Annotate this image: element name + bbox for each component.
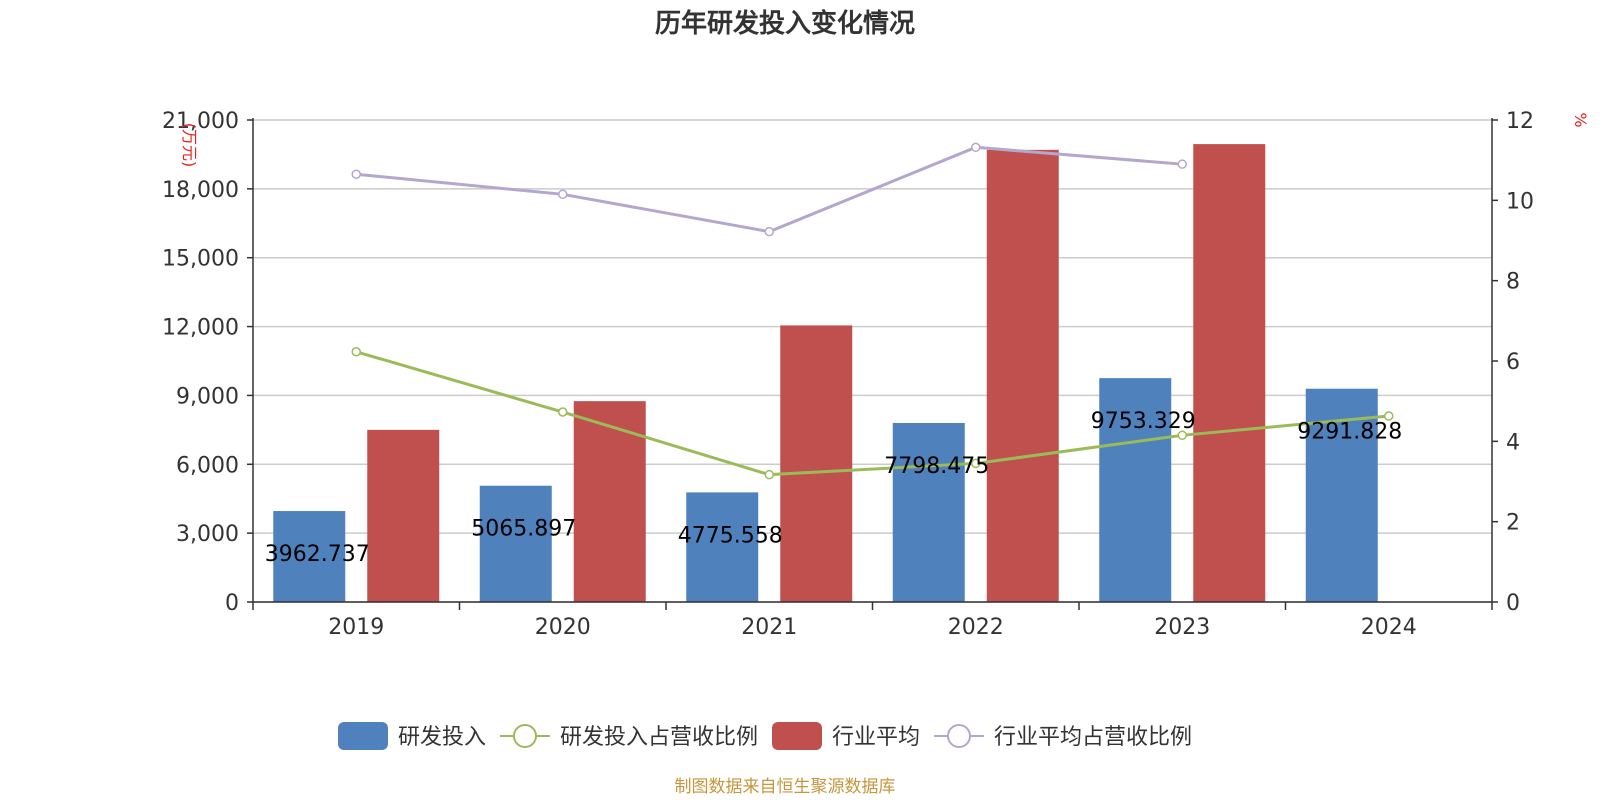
line-point [558, 189, 568, 200]
bar-data-label: 3962.737 [265, 542, 370, 567]
left-tick-label: 12,000 [162, 316, 239, 341]
lines [351, 142, 1394, 480]
right-axis-unit: % [1571, 112, 1590, 127]
right-tick-label: 6 [1506, 350, 1520, 375]
line-point [558, 407, 568, 417]
right-tick-label: 4 [1506, 430, 1520, 455]
x-tick-label: 2023 [1154, 615, 1210, 640]
line-point [351, 347, 361, 357]
gridlines [253, 119, 1492, 603]
x-tick-label: 2020 [535, 615, 591, 640]
series-line [355, 350, 1389, 477]
bars [273, 144, 1378, 603]
axes: 0 3,000 6,000 9,000 12,000 15,000 18,000 21,000… [162, 109, 1534, 640]
line-point [971, 142, 981, 153]
x-tick-label: 2024 [1361, 615, 1417, 640]
bar-data-label: 9291.828 [1297, 420, 1402, 445]
left-axis-unit: (万元) [180, 123, 199, 168]
bar [1099, 378, 1172, 602]
legend-swatch-marker [947, 724, 971, 748]
line-point [351, 169, 361, 179]
bar [780, 325, 853, 602]
bar-data-label: 4775.558 [678, 523, 783, 548]
left-tick-label: 18,000 [162, 178, 239, 203]
x-tick-label: 2021 [741, 615, 797, 640]
line-point [764, 469, 774, 480]
right-tick-label: 10 [1506, 189, 1534, 214]
bar [479, 485, 552, 602]
line-point [1384, 411, 1394, 421]
bar-data-label: 9753.329 [1091, 409, 1196, 434]
left-tick-label: 3,000 [176, 522, 239, 547]
bar [1305, 388, 1378, 602]
bar [573, 401, 646, 602]
line-point [1177, 159, 1187, 169]
left-tick-label: 6,000 [176, 453, 239, 478]
left-tick-label: 9,000 [176, 384, 239, 409]
line-point [1177, 430, 1187, 441]
x-tick-label: 2022 [948, 615, 1004, 640]
legend-label: 行业平均占营收比例 [994, 725, 1192, 750]
bar [367, 429, 440, 602]
right-tick-label: 8 [1506, 270, 1520, 295]
legend-label: 行业平均 [832, 725, 920, 750]
bar [986, 149, 1059, 603]
right-tick-label: 2 [1506, 511, 1520, 536]
right-tick-label: 0 [1506, 591, 1520, 616]
left-tick-label: 15,000 [162, 247, 239, 272]
bar [1193, 144, 1266, 602]
right-tick-label: 12 [1506, 109, 1534, 134]
bar [273, 511, 346, 602]
left-tick-label: 0 [225, 591, 239, 616]
legend: 研发投入 研发投入占营收比例 行业平均 行业平均占营收比例 [338, 722, 1192, 750]
bar-data-label: 7798.475 [884, 454, 989, 479]
legend-swatch-marker [513, 724, 537, 748]
bar [892, 423, 965, 602]
legend-label: 研发投入 [398, 725, 486, 750]
bar [686, 492, 759, 602]
x-tick-label: 2019 [328, 615, 384, 640]
legend-swatch [772, 722, 822, 750]
bar-data-label: 5065.897 [471, 517, 576, 542]
legend-swatch [338, 722, 388, 750]
line-point [971, 458, 981, 469]
source-note: 制图数据来自恒生聚源数据库 [675, 777, 896, 797]
left-tick-label: 21,000 [162, 109, 239, 134]
chart-title: 历年研发投入变化情况 [655, 8, 915, 39]
legend-label: 研发投入占营收比例 [560, 725, 758, 750]
data-labels: 3962.737 5065.897 4775.558 7798.475 9753.329… [265, 409, 1402, 567]
line-point [764, 226, 774, 237]
